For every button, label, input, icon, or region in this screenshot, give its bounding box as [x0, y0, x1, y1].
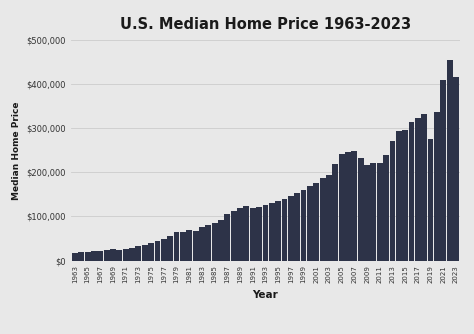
Bar	[364, 165, 370, 261]
Bar	[390, 141, 395, 261]
Bar	[358, 158, 364, 261]
Bar	[173, 232, 180, 261]
Bar	[212, 223, 218, 261]
X-axis label: Year: Year	[253, 290, 278, 300]
Bar	[129, 248, 135, 261]
Bar	[180, 232, 186, 261]
Bar	[440, 80, 446, 261]
Bar	[275, 201, 281, 261]
Bar	[136, 246, 141, 261]
Bar	[110, 249, 116, 261]
Bar	[402, 130, 408, 261]
Bar	[91, 251, 97, 261]
Bar	[453, 77, 459, 261]
Bar	[351, 151, 357, 261]
Bar	[383, 155, 389, 261]
Bar	[167, 236, 173, 261]
Y-axis label: Median Home Price: Median Home Price	[12, 101, 21, 199]
Title: U.S. Median Home Price 1963-2023: U.S. Median Home Price 1963-2023	[120, 17, 411, 32]
Bar	[428, 140, 434, 261]
Bar	[301, 189, 307, 261]
Bar	[85, 252, 91, 261]
Bar	[326, 175, 332, 261]
Bar	[97, 250, 103, 261]
Bar	[142, 245, 148, 261]
Bar	[104, 249, 109, 261]
Bar	[269, 203, 275, 261]
Bar	[345, 152, 351, 261]
Bar	[237, 208, 243, 261]
Bar	[256, 207, 262, 261]
Bar	[161, 239, 167, 261]
Bar	[250, 208, 255, 261]
Bar	[396, 131, 402, 261]
Bar	[313, 183, 319, 261]
Bar	[339, 154, 345, 261]
Bar	[123, 249, 128, 261]
Bar	[421, 114, 427, 261]
Bar	[244, 206, 249, 261]
Bar	[218, 220, 224, 261]
Bar	[447, 60, 453, 261]
Bar	[282, 199, 287, 261]
Bar	[415, 118, 421, 261]
Bar	[78, 252, 84, 261]
Bar	[307, 186, 313, 261]
Bar	[231, 211, 237, 261]
Bar	[155, 241, 160, 261]
Bar	[434, 112, 440, 261]
Bar	[288, 196, 294, 261]
Bar	[117, 250, 122, 261]
Bar	[72, 253, 78, 261]
Bar	[371, 163, 376, 261]
Bar	[377, 163, 383, 261]
Bar	[263, 205, 268, 261]
Bar	[192, 231, 199, 261]
Bar	[148, 243, 154, 261]
Bar	[319, 178, 326, 261]
Bar	[186, 230, 192, 261]
Bar	[332, 164, 338, 261]
Bar	[294, 193, 300, 261]
Bar	[409, 122, 414, 261]
Bar	[199, 227, 205, 261]
Bar	[224, 214, 230, 261]
Bar	[205, 225, 211, 261]
